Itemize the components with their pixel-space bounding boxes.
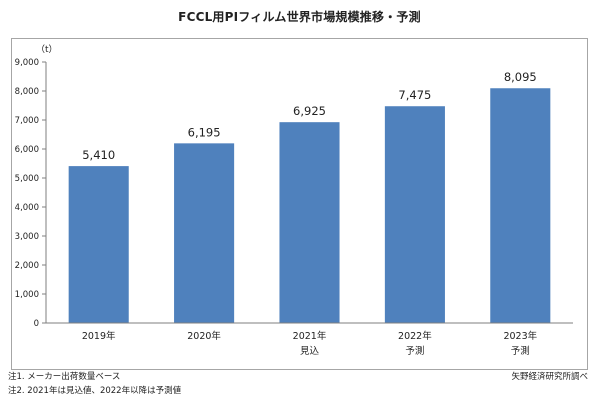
y-tick-label: 8,000 [15, 87, 39, 97]
x-tick-sublabel: 見込 [300, 346, 320, 357]
bar-value-label: 6,925 [293, 104, 326, 118]
bar [384, 106, 445, 323]
bar-value-label: 7,475 [398, 88, 431, 102]
x-tick-label: 2022年 [398, 330, 432, 342]
note-1: 注1. メーカー出荷数量ベース [8, 372, 121, 382]
bar [174, 143, 235, 323]
bar-value-label: 8,095 [504, 70, 537, 84]
y-axis-unit-label: （t） [36, 44, 58, 55]
y-tick-label: 5,000 [15, 174, 39, 184]
y-tick-label: 2,000 [15, 261, 39, 271]
note-2: 注2. 2021年は見込値、2022年以降は予測値 [8, 386, 182, 396]
bar [279, 122, 340, 323]
bar-value-label: 5,410 [82, 148, 115, 162]
source-credit: 矢野経済研究所調べ [511, 372, 588, 382]
bar [490, 88, 551, 324]
y-tick-label: 1,000 [15, 290, 39, 300]
x-tick-sublabel: 予測 [511, 345, 530, 357]
x-tick-label: 2020年 [187, 330, 221, 342]
y-tick-label: 7,000 [15, 116, 39, 126]
chart-title: FCCL用PIフィルム世界市場規模推移・予測 [178, 10, 421, 24]
bars: 5,410 6,195 6,925 7,475 8,095 [68, 70, 551, 324]
bar-value-label: 6,195 [188, 125, 221, 139]
bar [68, 166, 129, 323]
y-axis-ticks: 0 1,000 2,000 3,000 4,000 5,000 6,000 7,000 8,00… [15, 58, 46, 329]
chart-frame [11, 38, 588, 370]
x-tick-sublabel: 予測 [405, 345, 424, 357]
x-tick-label: 2023年 [503, 330, 537, 342]
y-tick-label: 6,000 [15, 145, 39, 155]
x-tick-label: 2021年 [293, 330, 327, 342]
y-tick-label: 4,000 [15, 203, 39, 213]
y-tick-label: 0 [34, 319, 39, 329]
y-tick-label: 9,000 [15, 58, 39, 68]
x-tick-label: 2019年 [82, 330, 116, 342]
y-tick-label: 3,000 [15, 232, 39, 242]
